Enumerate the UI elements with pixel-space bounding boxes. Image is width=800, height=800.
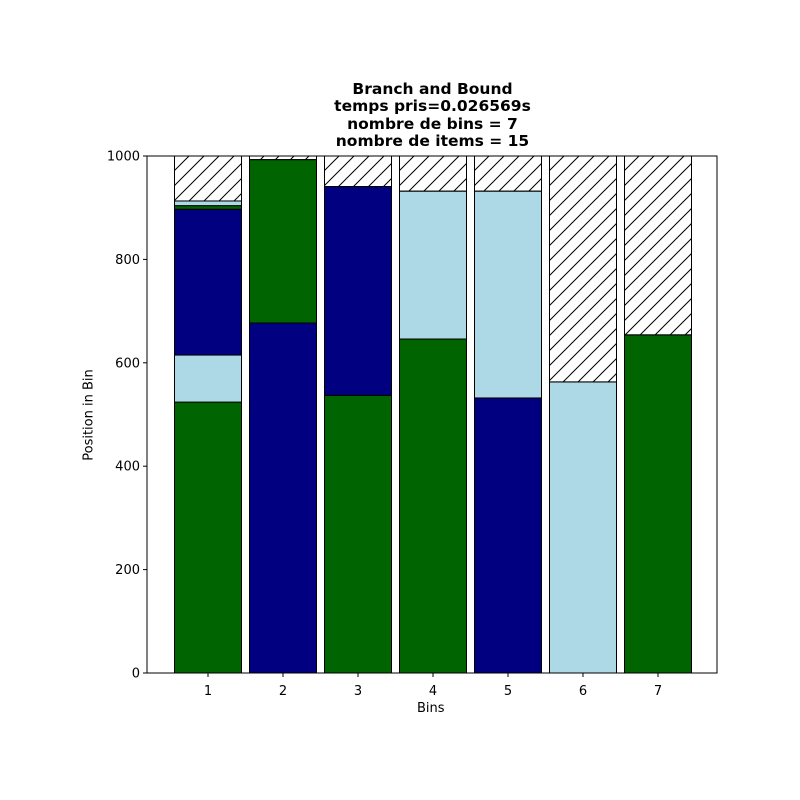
y-axis: 0 200 400 600 800 1000 — [107, 150, 147, 682]
y-tick-label-400: 400 — [115, 460, 140, 475]
bin-3-item-2 — [324, 186, 392, 396]
x-tick-label-5: 5 — [504, 684, 512, 699]
bin-1-item-5 — [174, 200, 242, 207]
x-axis-label: Bins — [417, 701, 445, 716]
bin-7-free-space — [624, 155, 692, 336]
x-tick-label-6: 6 — [579, 684, 587, 699]
y-tick-label-800: 800 — [115, 253, 140, 268]
bin-5-item-1 — [474, 397, 542, 674]
plot-frame — [146, 155, 718, 674]
x-tick-label-2: 2 — [279, 684, 287, 699]
bin-1-free-space — [174, 155, 242, 202]
bin-4-item-2 — [399, 190, 467, 340]
x-tick-label-3: 3 — [354, 684, 362, 699]
y-tick-label-1000: 1000 — [107, 150, 140, 165]
bars-group — [174, 155, 692, 674]
bin-5-item-2 — [474, 190, 542, 399]
bin-4-free-space — [399, 155, 467, 192]
bin-6-item-1 — [549, 381, 617, 674]
chart-title-line-1: Branch and Bound — [352, 80, 513, 98]
bin-5-free-space — [474, 155, 542, 192]
bin-1-item-2 — [174, 354, 242, 403]
y-tick-label-600: 600 — [115, 356, 140, 371]
chart-title-line-2: temps pris=0.026569s — [334, 97, 531, 115]
bin-3-free-space — [324, 155, 392, 188]
bin-1-item-1 — [174, 401, 242, 674]
bin-2-free-space — [249, 155, 317, 161]
bin-4-item-1 — [399, 338, 467, 674]
bin-1-item-4 — [174, 205, 242, 210]
y-tick-label-200: 200 — [115, 563, 140, 578]
bin-2-item-2 — [249, 159, 317, 324]
bin-1-item-3 — [174, 208, 242, 356]
x-axis: 1 2 3 4 5 6 7 — [204, 673, 662, 699]
chart-title-line-3: nombre de bins = 7 — [347, 115, 518, 133]
x-tick-label-1: 1 — [204, 684, 212, 699]
x-tick-label-4: 4 — [429, 684, 437, 699]
bin-6-free-space — [549, 155, 617, 383]
bin-2-item-1 — [249, 322, 317, 674]
y-tick-label-0: 0 — [132, 667, 140, 682]
bin-7-item-1 — [624, 334, 692, 674]
bin-3-item-1 — [324, 394, 392, 674]
chart-title-line-4: nombre de items = 15 — [335, 132, 530, 150]
y-axis-label: Position in Bin — [81, 369, 97, 461]
x-tick-label-7: 7 — [654, 684, 662, 699]
